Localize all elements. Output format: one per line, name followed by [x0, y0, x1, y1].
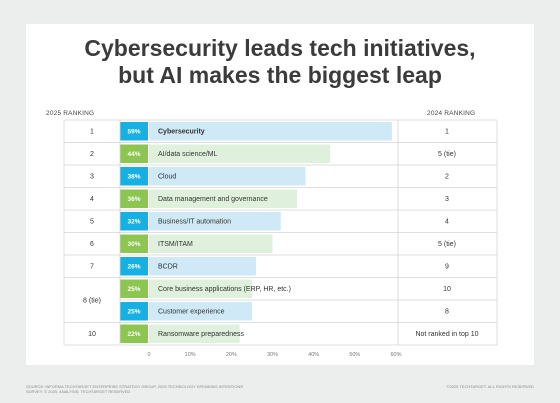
data-label: 22% — [127, 331, 140, 338]
rank-2025: 2 — [90, 151, 94, 158]
data-label: 25% — [127, 286, 140, 293]
data-label: 38% — [127, 174, 140, 181]
data-label: 32% — [127, 219, 140, 226]
value-box — [120, 167, 148, 186]
value-box — [120, 234, 148, 253]
value-box — [120, 189, 148, 208]
category-label: Customer experience — [158, 309, 225, 316]
bar — [149, 257, 257, 276]
category-label: Core business applications (ERP, HR, etc… — [158, 286, 291, 293]
bar — [149, 302, 252, 321]
rank-2024: 9 — [445, 264, 449, 271]
value-box — [120, 279, 148, 298]
x-tick-label: 60% — [390, 352, 401, 358]
category-label: ITSM/ITAM — [158, 241, 193, 248]
x-tick-label: 0 — [147, 352, 150, 358]
data-label: 44% — [127, 151, 140, 158]
rank-2024: 4 — [445, 219, 449, 226]
rank-2024: 5 (tie) — [438, 241, 456, 248]
header-2024-ranking: 2024 RANKING — [427, 110, 476, 117]
value-box — [120, 257, 148, 276]
rank-2025: 3 — [90, 174, 94, 181]
bar — [149, 212, 281, 231]
bar — [149, 234, 273, 253]
bar — [149, 144, 331, 163]
category-label: Data management and governance — [158, 196, 268, 203]
rank-2025: 7 — [90, 264, 94, 271]
bar — [149, 189, 298, 208]
x-tick-label: 20% — [226, 352, 237, 358]
category-label: Business/IT automation — [158, 219, 231, 226]
rank-2024: Not ranked in top 10 — [415, 331, 478, 338]
x-tick-label: 40% — [308, 352, 319, 358]
rank-2025: 4 — [90, 196, 94, 203]
title-line-1: Cybersecurity leads tech initiatives, — [84, 35, 476, 61]
rank-2024: 10 — [443, 286, 451, 293]
bar — [149, 167, 306, 186]
data-label: 30% — [127, 241, 140, 248]
x-tick-label: 10% — [185, 352, 196, 358]
title-line-2: but AI makes the biggest leap — [118, 62, 442, 88]
value-box — [120, 122, 148, 141]
value-box — [120, 212, 148, 231]
rank-2025: 10 — [88, 331, 96, 338]
rank-2025: 1 — [90, 129, 94, 136]
bar — [149, 122, 392, 141]
category-label: AI/data science/ML — [158, 151, 218, 158]
rank-2024: 3 — [445, 196, 449, 203]
copyright-note: ©2025 TECHTARGET. ALL RIGHTS RESERVED — [446, 384, 535, 389]
category-label: BCDR — [158, 264, 178, 271]
data-label: 36% — [127, 196, 140, 203]
source-note: SOURCE: INFORMA TECHTARGET ENTERPRISE ST… — [26, 384, 244, 394]
data-label: 26% — [127, 264, 140, 271]
bar — [149, 279, 252, 298]
rank-2024: 2 — [445, 174, 449, 181]
bar — [149, 324, 240, 343]
rank-2024: 8 — [445, 309, 449, 316]
value-box — [120, 144, 148, 163]
rank-2025: 8 (tie) — [83, 297, 101, 304]
value-box — [120, 302, 148, 321]
chart-title: Cybersecurity leads tech initiatives, bu… — [26, 35, 534, 89]
category-label: Cybersecurity — [158, 129, 205, 136]
category-label: Ransomware preparedness — [158, 331, 244, 338]
data-label: 59% — [127, 129, 140, 136]
value-box — [120, 324, 148, 343]
x-tick-label: 50% — [349, 352, 360, 358]
category-label: Cloud — [158, 174, 176, 181]
x-tick-label: 30% — [267, 352, 278, 358]
rank-2025: 6 — [90, 241, 94, 248]
rank-2024: 1 — [445, 129, 449, 136]
rank-2024: 5 (tie) — [438, 151, 456, 158]
rank-2025: 5 — [90, 219, 94, 226]
header-2025-ranking: 2025 RANKING — [46, 110, 95, 117]
data-label: 25% — [127, 309, 140, 316]
